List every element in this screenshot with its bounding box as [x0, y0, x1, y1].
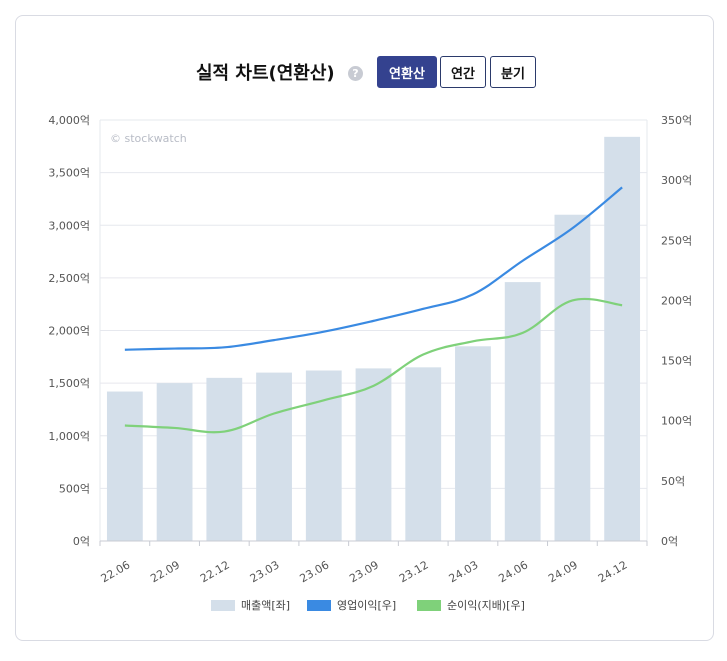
y-right-tick-label: 250억: [661, 234, 692, 247]
revenue-bar[interactable]: [256, 372, 292, 541]
revenue-bar[interactable]: [504, 282, 541, 541]
y-left-tick-label: 2,500억: [48, 272, 90, 285]
net-income-line[interactable]: [124, 297, 623, 434]
watermark: © stockwatch: [110, 132, 187, 145]
legend-revenue-swatch[interactable]: [211, 600, 235, 611]
y-right-tick-label: 300억: [661, 174, 692, 187]
revenue-bars: [106, 136, 641, 541]
y-left-tick-label: 2,000억: [48, 325, 90, 338]
revenue-bar[interactable]: [554, 214, 591, 541]
chart-title: 실적 차트(연환산): [196, 63, 335, 84]
tab-quarterly[interactable]: 분기: [490, 56, 536, 88]
y-left-tick-label: 3,000억: [48, 219, 90, 232]
x-tick-label: 22.09: [148, 558, 182, 585]
y-left-tick-label: 4,000억: [48, 114, 90, 127]
x-tick-label: 23.09: [347, 558, 381, 585]
profit-lines: [124, 186, 623, 434]
y-right-tick-label: 50억: [661, 475, 685, 488]
y-right-tick-label: 150억: [661, 355, 692, 368]
y-right-tick-label: 0억: [661, 535, 678, 548]
y-left-tick-label: 1,000억: [48, 430, 90, 443]
x-tick-label: 22.06: [99, 558, 133, 585]
revenue-bar[interactable]: [604, 136, 641, 541]
tab-annualized[interactable]: 연환산: [377, 56, 437, 88]
legend-operating-profit-swatch[interactable]: [307, 600, 331, 611]
chart-header: 실적 차트(연환산) ? 연환산 연간 분기: [0, 55, 727, 91]
question-circle-icon[interactable]: ?: [348, 66, 363, 81]
revenue-bar[interactable]: [106, 391, 143, 541]
x-tick-label: 24.12: [596, 558, 630, 585]
y-right-tick-label: 200억: [661, 294, 692, 307]
x-tick-label: 23.06: [297, 558, 331, 585]
revenue-bar[interactable]: [405, 367, 442, 541]
operating-profit-line[interactable]: [124, 186, 623, 351]
legend-net-income-label[interactable]: 순이익(지배)[우]: [447, 599, 525, 612]
x-tick-label: 24.03: [447, 558, 481, 585]
revenue-bar[interactable]: [355, 368, 392, 541]
y-left-tick-label: 1,500억: [48, 377, 90, 390]
revenue-bar[interactable]: [206, 377, 243, 541]
x-tick-label: 23.12: [397, 558, 431, 585]
tab-annual[interactable]: 연간: [440, 56, 486, 88]
legend-operating-profit-label[interactable]: 영업이익[우]: [337, 599, 396, 612]
revenue-bar[interactable]: [305, 370, 342, 541]
y-right-tick-label: 350억: [661, 114, 692, 127]
y-left-tick-label: 500억: [59, 482, 90, 495]
x-tick-label: 24.09: [546, 558, 580, 585]
x-tick-label: 24.06: [496, 558, 530, 585]
revenue-bar[interactable]: [455, 346, 491, 541]
y-right-tick-label: 100억: [661, 415, 692, 428]
legend-net-income-swatch[interactable]: [417, 600, 441, 611]
legend-revenue-label[interactable]: 매출액[좌]: [241, 599, 290, 612]
revenue-bar[interactable]: [156, 383, 193, 541]
y-left-tick-label: 3,500억: [48, 167, 90, 180]
x-tick-label: 22.12: [198, 558, 232, 585]
legend: 매출액[좌] 영업이익[우] 순이익(지배)[우]: [211, 599, 525, 612]
y-left-tick-label: 0억: [73, 535, 90, 548]
x-tick-label: 23.03: [248, 558, 282, 585]
